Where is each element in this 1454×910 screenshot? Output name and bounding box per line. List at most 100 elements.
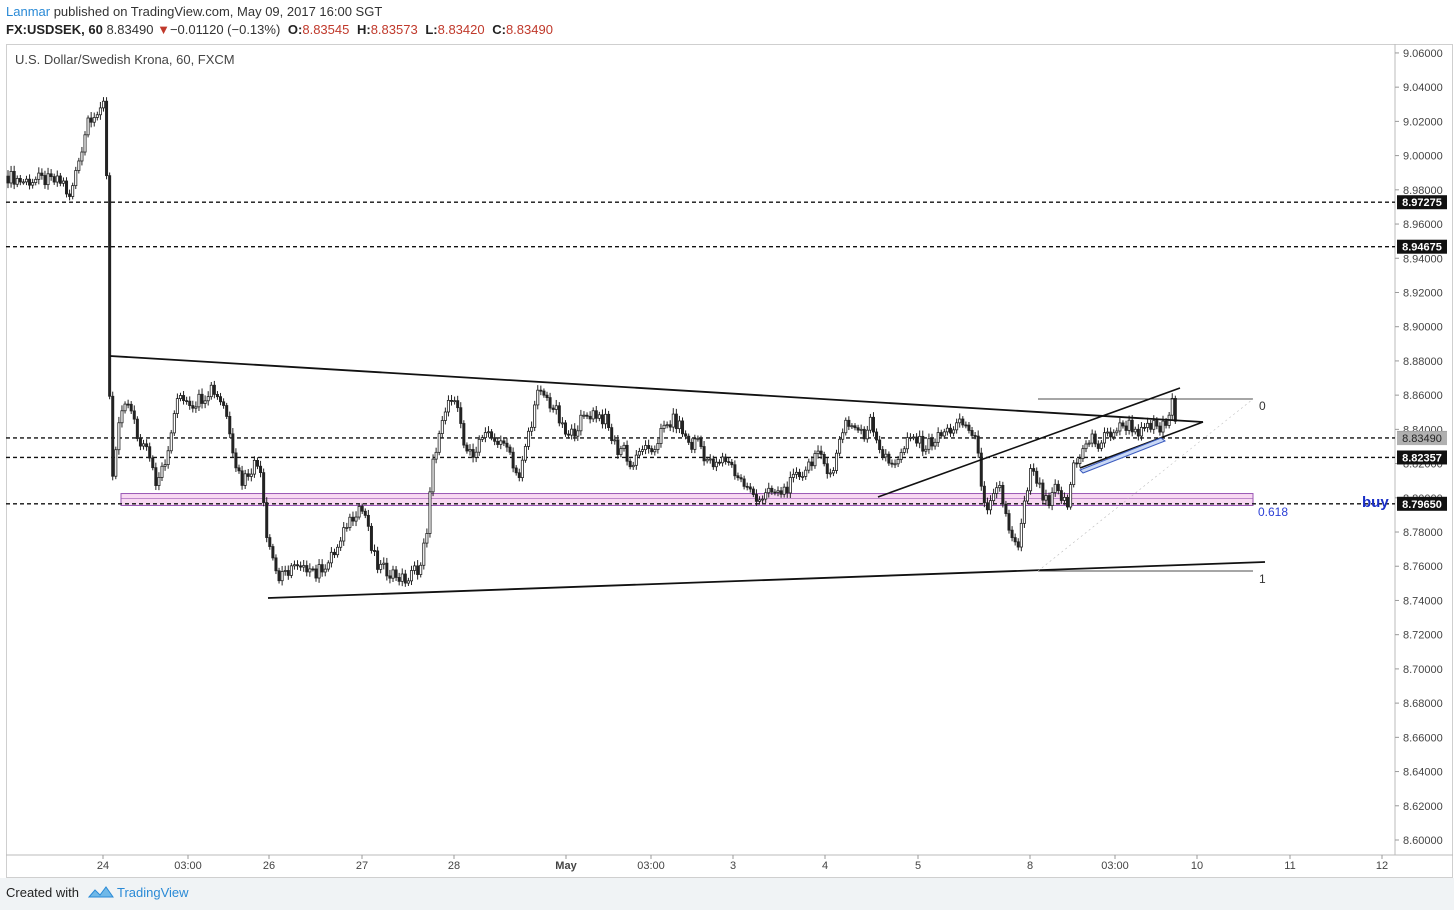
y-tick-label: 8.70000 — [1403, 664, 1443, 676]
candle-body — [52, 176, 56, 183]
candle-body — [416, 565, 420, 575]
candle-body — [132, 410, 136, 420]
candle-body — [252, 459, 256, 475]
candle-body — [292, 564, 296, 567]
candle-body — [1173, 398, 1177, 422]
candle-body — [413, 565, 417, 571]
candle-body — [1041, 482, 1045, 501]
candle-body — [480, 437, 484, 440]
candle-body — [896, 458, 900, 465]
support-zone — [120, 493, 1254, 506]
candle-body — [178, 395, 182, 399]
last-price: 8.83490 — [106, 22, 154, 37]
candle-body — [625, 444, 629, 462]
candle-body — [483, 432, 487, 439]
candle-body — [548, 397, 552, 409]
candle-body — [231, 433, 235, 454]
candle-body — [761, 498, 765, 501]
tradingview-logo-icon[interactable] — [88, 883, 114, 903]
level-price-tag — [1397, 195, 1447, 210]
high-value: 8.83573 — [370, 22, 418, 37]
candle-body — [336, 546, 340, 556]
candle-body — [930, 438, 934, 447]
candle-body — [496, 440, 500, 445]
rising-wedge-lower-line — [877, 387, 1181, 498]
candle-body — [505, 442, 509, 448]
candle-body — [434, 451, 438, 460]
candle-body — [677, 420, 681, 430]
candle-body — [921, 435, 925, 452]
candle-body — [1050, 492, 1054, 506]
open-value: 8.83545 — [302, 22, 350, 37]
candle-body — [280, 571, 284, 582]
x-tick-label: 11 — [1284, 860, 1295, 872]
candle-body — [567, 433, 571, 436]
x-tick-label: 26 — [263, 860, 275, 872]
candle-body — [111, 395, 115, 477]
candle-body — [314, 568, 318, 579]
candle-body — [332, 551, 336, 556]
candle-body — [899, 452, 903, 460]
candle-body — [560, 422, 564, 425]
candle-body — [450, 399, 454, 402]
candle-body — [887, 453, 891, 464]
candle-body — [77, 160, 81, 171]
candle-body — [1093, 433, 1097, 445]
footer: Created with TradingView — [0, 878, 1454, 910]
candle-body — [490, 431, 494, 439]
candle-body — [699, 437, 703, 447]
candle-body — [530, 426, 534, 432]
candle-body — [1136, 428, 1140, 437]
candle-body — [74, 170, 78, 187]
candle-body — [881, 449, 885, 458]
chart-frame[interactable] — [6, 44, 1453, 878]
candle-body — [1118, 422, 1122, 432]
candle-body — [345, 527, 349, 529]
candle-body — [151, 457, 155, 469]
candle-body — [514, 467, 518, 474]
candle-body — [711, 458, 715, 468]
candle-body — [788, 477, 792, 494]
candle-body — [1056, 483, 1060, 491]
candle-body — [249, 473, 253, 477]
candle-body — [286, 570, 290, 576]
candle-body — [838, 438, 842, 454]
descending-resistance-line — [109, 355, 1204, 423]
candle-body — [979, 452, 983, 487]
candle-body — [539, 389, 543, 392]
candle-body — [859, 428, 863, 431]
candle-body — [1102, 432, 1106, 444]
tradingview-link[interactable]: TradingView — [117, 885, 189, 900]
candle-body — [637, 450, 641, 456]
candle-body — [554, 405, 558, 410]
candle-body — [400, 573, 404, 582]
candle-body — [868, 416, 872, 431]
candle-body — [1007, 513, 1011, 531]
candle-body — [348, 516, 352, 528]
x-tick-label: 12 — [1376, 860, 1388, 872]
candle-body — [98, 107, 102, 116]
candle-body — [419, 564, 423, 575]
candle-body — [1124, 425, 1128, 431]
candle-body — [875, 431, 879, 441]
candle-body — [853, 425, 857, 429]
level-price-tag — [1397, 496, 1447, 511]
candle-body — [1035, 470, 1039, 484]
candle-body — [985, 502, 989, 511]
candle-body — [182, 395, 186, 402]
candle-body — [138, 438, 142, 447]
candle-body — [828, 472, 832, 475]
y-tick-label: 8.88000 — [1403, 356, 1443, 368]
candle-body — [31, 182, 35, 186]
price-chart[interactable]: U.S. Dollar/Swedish Krona, 60, FXCM 9.06… — [0, 0, 1454, 878]
candle-body — [841, 432, 845, 440]
candle-body — [779, 490, 783, 495]
candle-body — [289, 565, 293, 576]
candle-body — [801, 476, 805, 478]
candle-body — [1155, 420, 1159, 427]
candle-body — [163, 464, 167, 467]
candle-body — [871, 416, 875, 433]
candle-body — [440, 420, 444, 434]
candle-body — [576, 430, 580, 437]
author-link[interactable]: Lanmar — [6, 4, 51, 19]
